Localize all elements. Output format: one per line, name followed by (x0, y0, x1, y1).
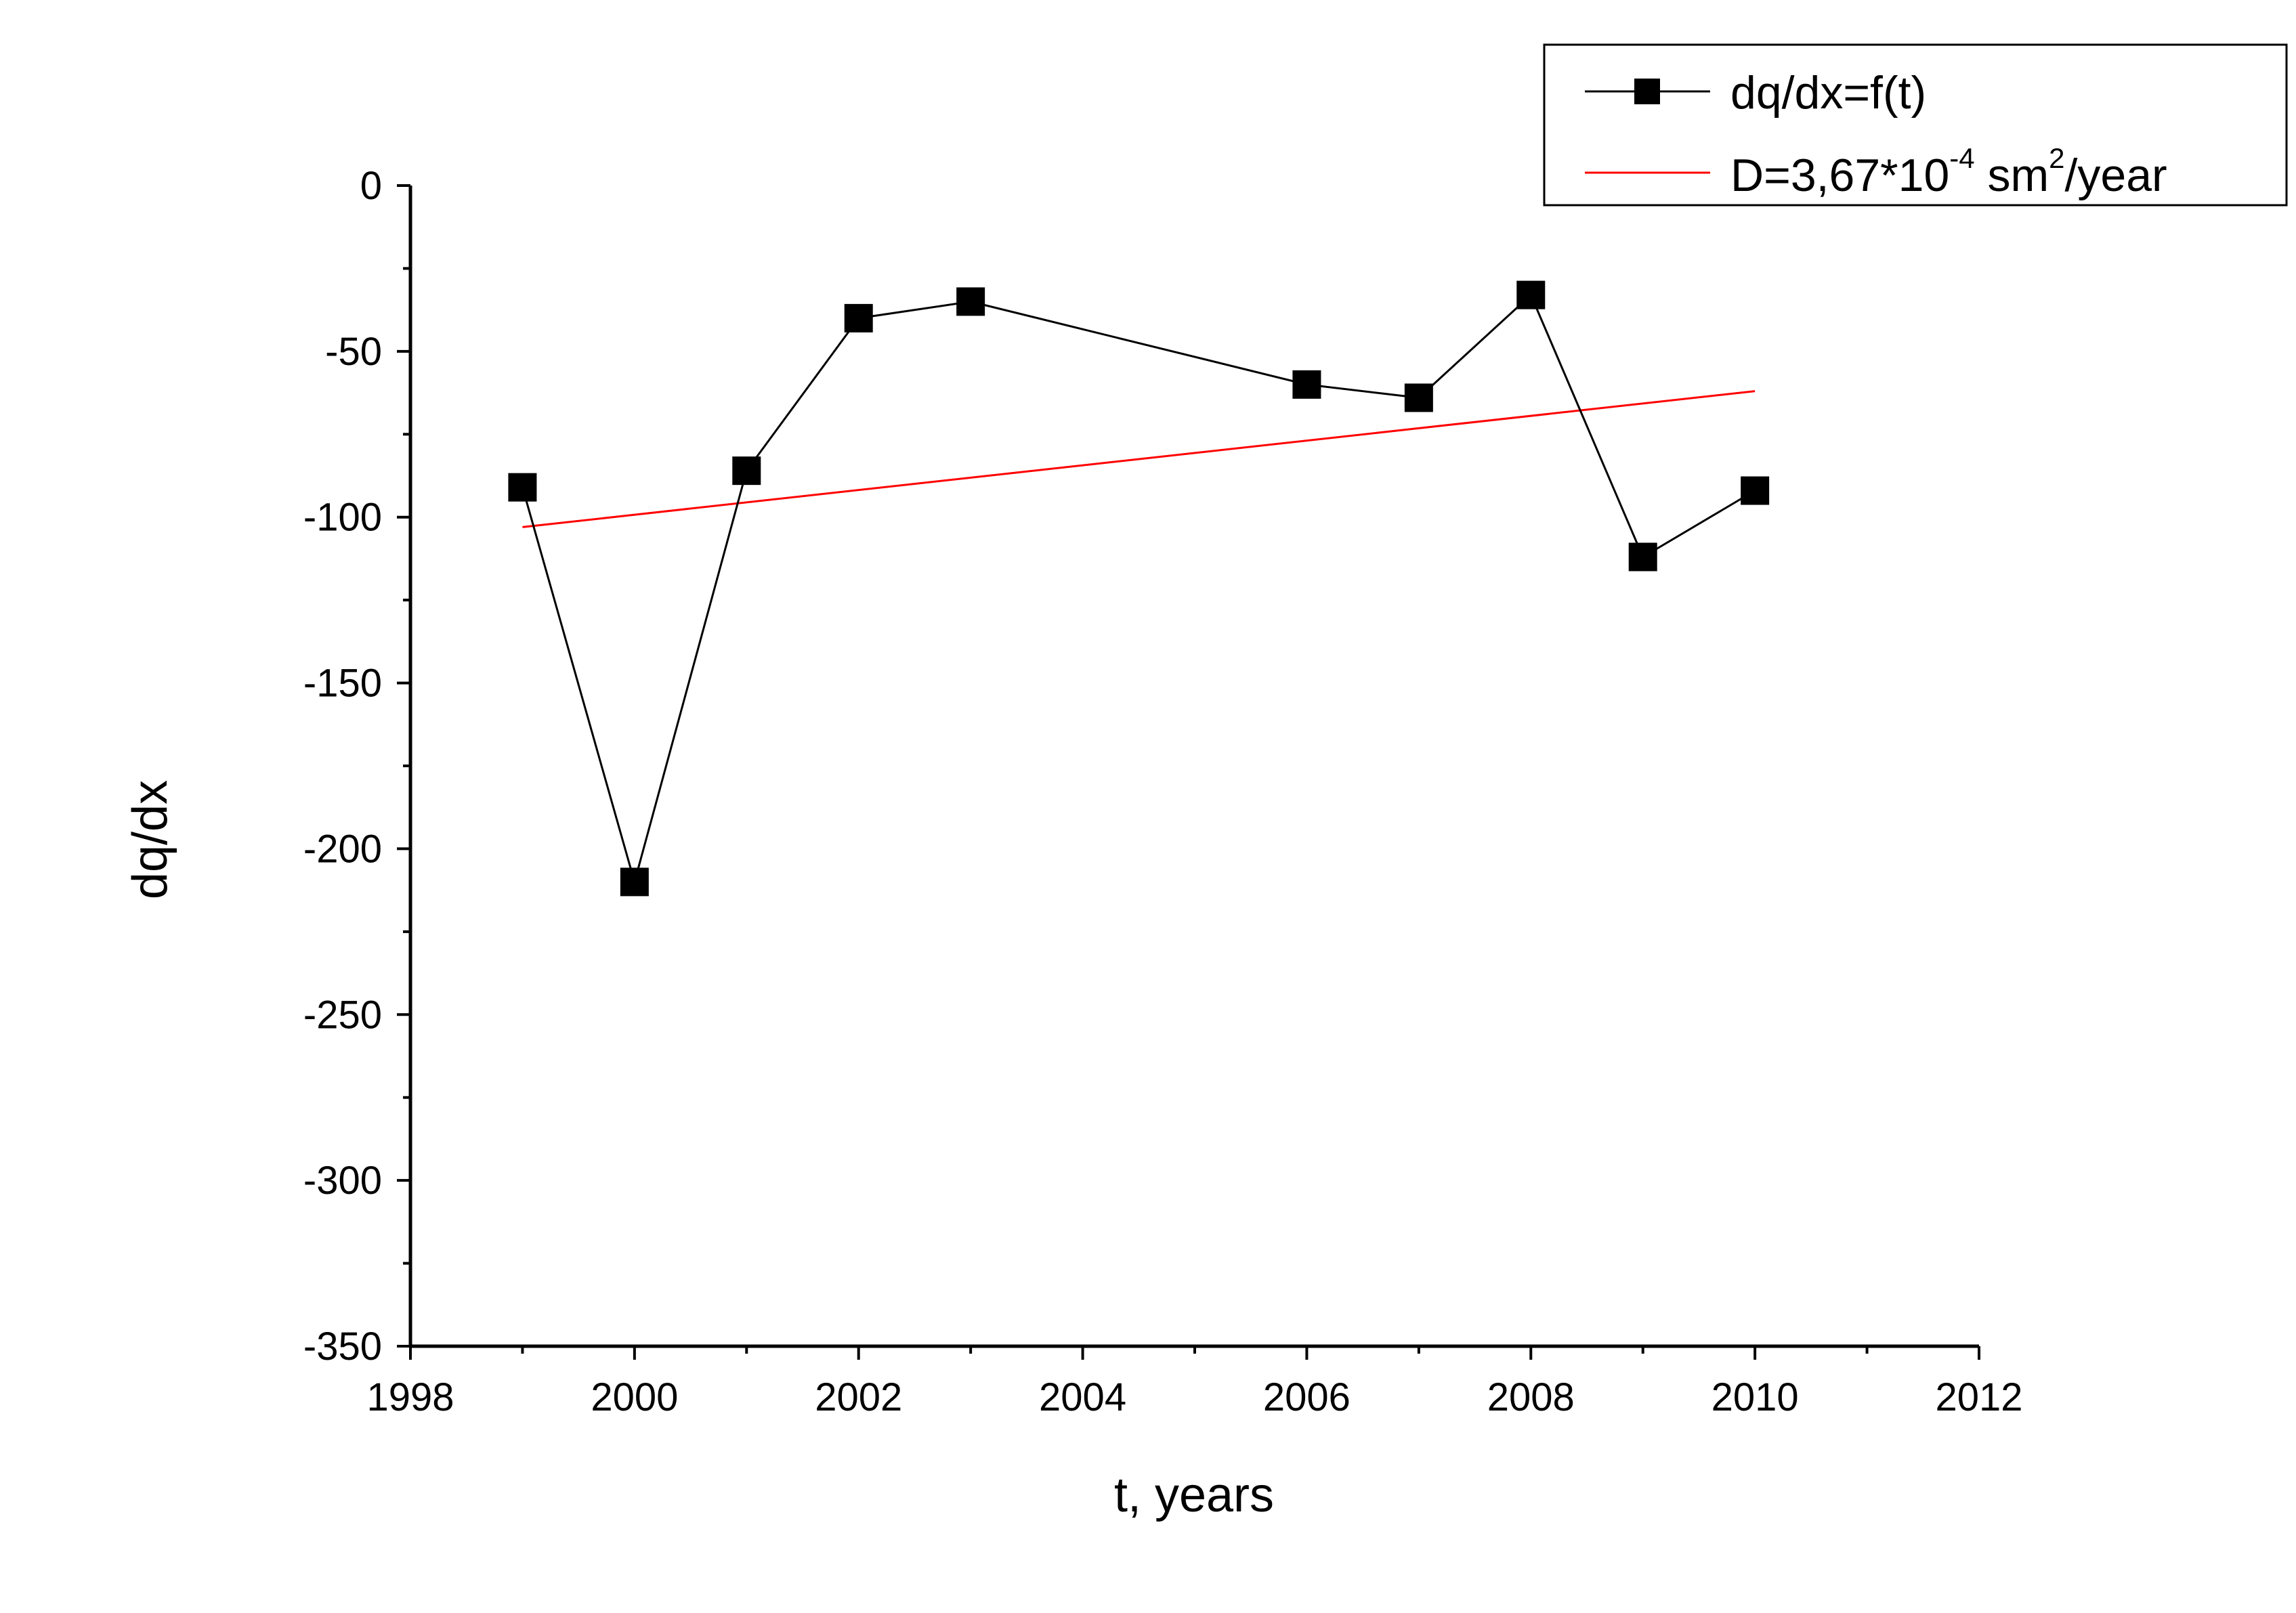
y-tick-label: 0 (360, 164, 382, 208)
legend-label-2-unit: sm (1975, 150, 2049, 201)
x-axis-title: t, years (1114, 1468, 1274, 1522)
y-tick-label: -150 (303, 662, 382, 706)
legend: dq/dx=f(t) D=3,67*10-4 sm2/year (1543, 43, 2288, 207)
y-tick-label: -250 (303, 993, 382, 1037)
x-tick-label: 2008 (1487, 1375, 1575, 1419)
legend-label-2-exponent: -4 (1949, 142, 1974, 174)
data-point (1628, 542, 1657, 572)
x-tick-label: 2006 (1263, 1375, 1351, 1419)
data-point (620, 867, 649, 897)
legend-box (1543, 43, 2288, 207)
y-tick-label: -350 (303, 1325, 382, 1369)
x-tick-label: 2004 (1039, 1375, 1126, 1419)
y-tick-label: -100 (303, 496, 382, 540)
data-point (844, 303, 873, 332)
legend-label-2-tail: /year (2065, 150, 2167, 201)
x-tick-label: 2002 (815, 1375, 902, 1419)
series-line-trend (522, 390, 1756, 528)
y-tick-label: -200 (303, 827, 382, 871)
axes (408, 186, 1979, 1348)
x-tick-label: 2010 (1712, 1375, 1799, 1419)
y-tick-label: -50 (325, 330, 382, 374)
legend-label-2-base: D=3,67*10 (1730, 150, 1949, 201)
legend-marker-series-1 (1634, 79, 1660, 104)
data-point (508, 473, 537, 502)
data-point (1292, 370, 1321, 399)
legend-label-series-2: D=3,67*10-4 sm2/year (1730, 142, 2167, 201)
legend-label-2-unit-exponent: 2 (2049, 142, 2064, 174)
y-axis-title: dq/dx (123, 780, 177, 899)
y-tick-label: -300 (303, 1159, 382, 1203)
series-line-dqdx (521, 293, 1756, 886)
x-tick-label: 2000 (591, 1375, 678, 1419)
x-tick-label: 1998 (366, 1375, 454, 1419)
x-tick-label: 2012 (1935, 1375, 2022, 1419)
data-point (1404, 383, 1433, 412)
y-ticks: 0 -50 -100 -150 -200 -250 -300 -350 (303, 164, 410, 1369)
legend-label-series-1: dq/dx=f(t) (1730, 67, 1926, 119)
data-point (956, 287, 985, 316)
data-point (1741, 476, 1770, 505)
series-layer (508, 280, 1770, 897)
x-ticks: 1998 2000 2002 2004 2006 2008 2010 2012 (366, 1346, 2023, 1419)
data-point (732, 456, 761, 486)
data-point (1516, 280, 1546, 309)
